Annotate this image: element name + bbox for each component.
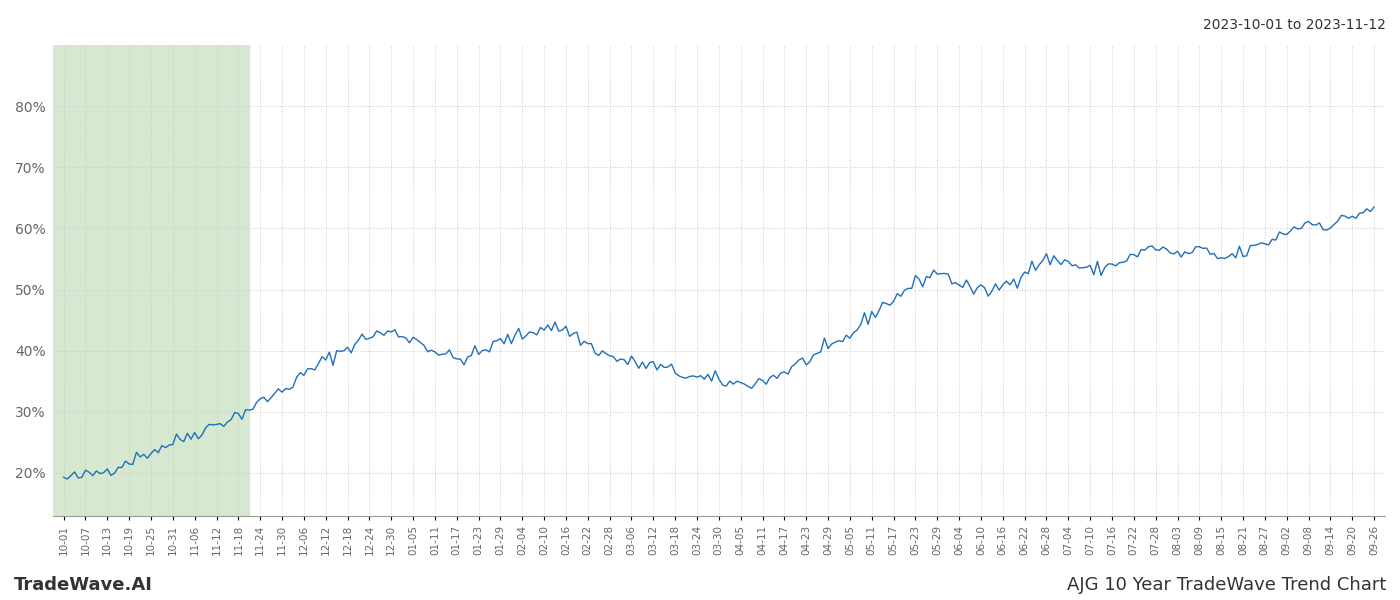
Bar	[53, 45, 249, 516]
Text: 2023-10-01 to 2023-11-12: 2023-10-01 to 2023-11-12	[1203, 18, 1386, 32]
Text: TradeWave.AI: TradeWave.AI	[14, 576, 153, 594]
Text: AJG 10 Year TradeWave Trend Chart: AJG 10 Year TradeWave Trend Chart	[1067, 576, 1386, 594]
